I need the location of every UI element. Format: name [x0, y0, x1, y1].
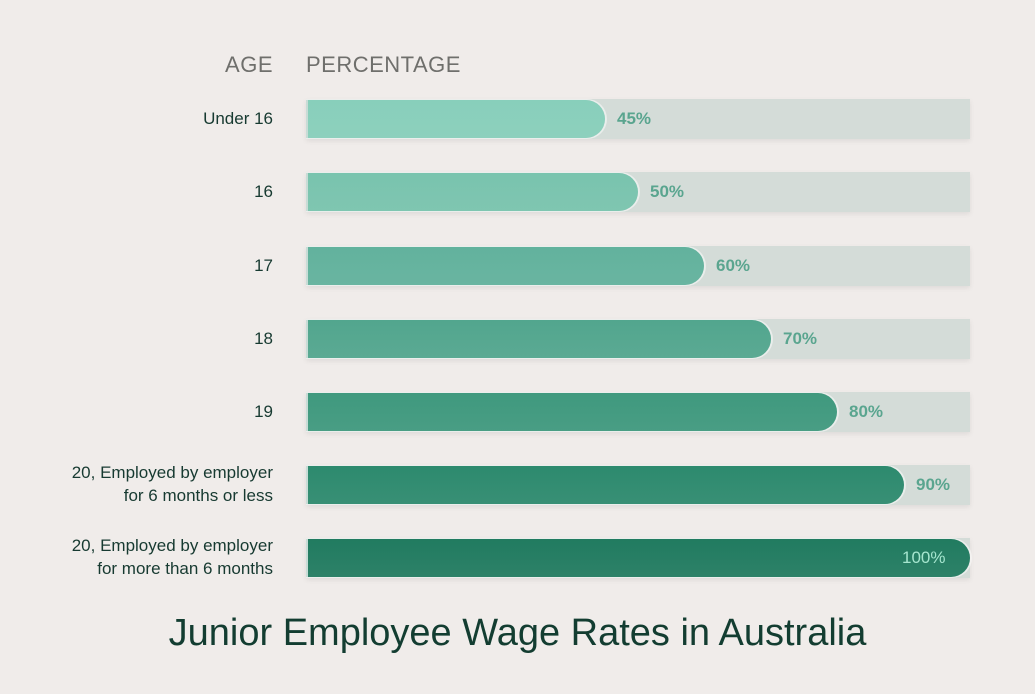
bar-row: 16 50% [0, 172, 1035, 212]
percentage-value: 100% [902, 548, 946, 567]
age-column-header: AGE [225, 52, 273, 77]
bar-row: 19 80% [0, 392, 1035, 432]
percentage-value: 50% [650, 182, 685, 201]
percentage-value: 45% [617, 109, 652, 128]
percentage-value: 60% [716, 256, 751, 275]
bar-track: 60% [306, 246, 970, 286]
bar-fill [306, 320, 771, 358]
age-label: Under 16 [203, 109, 273, 128]
bar-fill [306, 393, 837, 431]
bar-row: 20, Employed by employer for more than 6 … [0, 536, 1035, 578]
age-label: 20, Employed by employer for 6 months or … [71, 463, 273, 505]
age-label: 16 [254, 182, 273, 201]
bar-fill [306, 539, 970, 577]
age-label: 18 [254, 329, 273, 348]
bar-row: Under 16 45% [0, 99, 1035, 139]
percentage-value: 90% [916, 475, 951, 494]
bar-track: 50% [306, 172, 970, 212]
bar-fill [306, 100, 605, 138]
chart-title: Junior Employee Wage Rates in Australia [168, 612, 867, 654]
bar-fill [306, 173, 638, 211]
percentage-value: 70% [783, 329, 818, 348]
percentage-value: 80% [849, 402, 884, 421]
bar-track: 90% [306, 465, 970, 505]
age-label: 19 [254, 402, 273, 421]
percentage-column-header: PERCENTAGE [306, 52, 461, 77]
bar-fill [306, 247, 704, 285]
age-label: 20, Employed by employer for more than 6 … [71, 536, 273, 578]
bar-track: 70% [306, 319, 970, 359]
bar-track: 100% [306, 538, 970, 578]
bar-row: 18 70% [0, 319, 1035, 359]
age-label: 17 [254, 256, 273, 275]
bar-row: 17 60% [0, 246, 1035, 286]
bar-fill [306, 466, 904, 504]
bar-track: 45% [306, 99, 970, 139]
bar-row: 20, Employed by employer for 6 months or … [0, 463, 1035, 505]
bar-track: 80% [306, 392, 970, 432]
